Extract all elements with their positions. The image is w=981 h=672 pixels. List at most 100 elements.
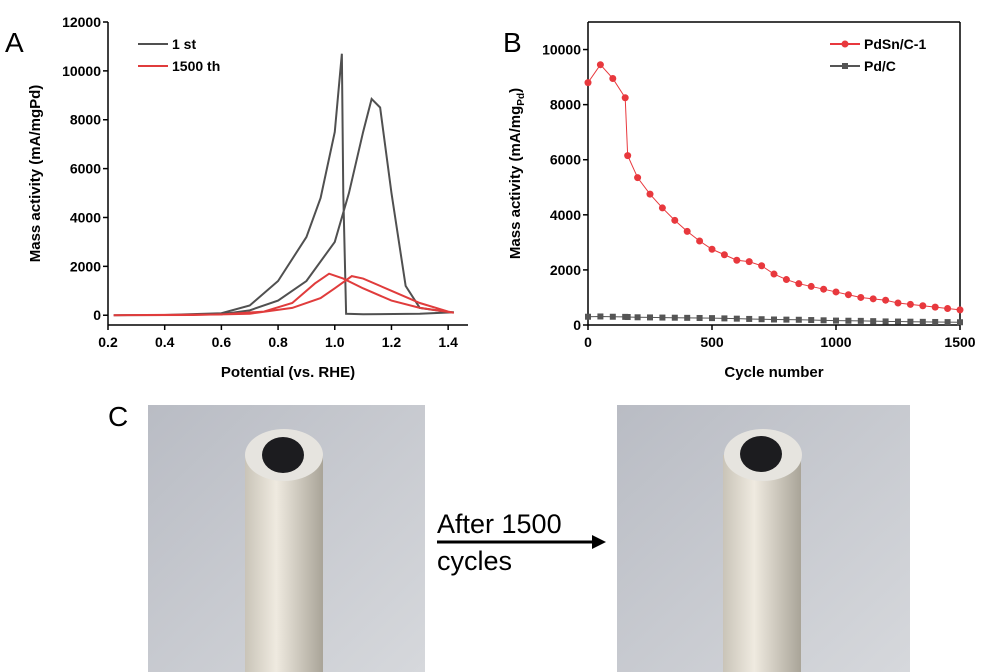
marker bbox=[634, 174, 642, 182]
marker bbox=[869, 295, 877, 303]
marker bbox=[857, 293, 865, 301]
marker bbox=[820, 285, 828, 293]
marker bbox=[597, 313, 604, 320]
y-axis-label-part: Mass activity (mA/mgPd) bbox=[27, 85, 44, 263]
y-tick-label: 6000 bbox=[70, 161, 101, 177]
marker bbox=[659, 314, 666, 321]
x-tick-label: 0.4 bbox=[155, 334, 175, 350]
y-tick-label: 2000 bbox=[70, 258, 101, 274]
marker bbox=[931, 303, 939, 311]
marker bbox=[671, 216, 679, 224]
arrow-label: After 1500 bbox=[437, 509, 562, 539]
series-line bbox=[113, 53, 454, 317]
marker bbox=[585, 313, 591, 320]
marker bbox=[956, 306, 964, 314]
marker bbox=[894, 299, 902, 307]
x-tick-label: 0.2 bbox=[98, 334, 118, 350]
marker bbox=[624, 152, 632, 160]
marker bbox=[919, 318, 926, 325]
y-axis-label: Mass activity (mA/mgPd) bbox=[27, 85, 44, 263]
marker bbox=[647, 314, 653, 321]
y-tick-label: 12000 bbox=[62, 14, 101, 30]
y-tick-label: 4000 bbox=[550, 207, 581, 223]
marker bbox=[919, 302, 927, 310]
marker bbox=[584, 79, 592, 87]
marker bbox=[907, 318, 914, 325]
y-tick-label: 10000 bbox=[62, 63, 101, 79]
marker bbox=[808, 317, 815, 324]
marker bbox=[684, 314, 691, 321]
marker bbox=[596, 61, 604, 69]
marker bbox=[683, 227, 691, 235]
marker bbox=[932, 318, 939, 325]
marker bbox=[624, 314, 631, 321]
y-tick-label: 10000 bbox=[542, 42, 581, 58]
marker bbox=[721, 315, 728, 322]
x-axis-label: Cycle number bbox=[724, 364, 823, 381]
marker bbox=[844, 291, 852, 299]
marker bbox=[770, 270, 778, 278]
y-tick-label: 0 bbox=[573, 317, 581, 333]
legend-marker bbox=[841, 40, 849, 48]
x-tick-label: 1.4 bbox=[438, 334, 458, 350]
photo-before bbox=[148, 405, 425, 672]
x-tick-label: 500 bbox=[700, 334, 724, 350]
x-tick-label: 0 bbox=[584, 334, 592, 350]
marker bbox=[906, 300, 914, 308]
marker bbox=[833, 317, 839, 324]
marker bbox=[758, 262, 766, 270]
series-line bbox=[113, 272, 455, 317]
legend-label: Pd/C bbox=[864, 58, 896, 74]
x-tick-label: 0.6 bbox=[212, 334, 232, 350]
marker bbox=[609, 74, 617, 82]
marker bbox=[845, 317, 852, 324]
y-axis-label-sub: Pd bbox=[516, 93, 527, 106]
x-tick-label: 1000 bbox=[820, 334, 851, 350]
marker bbox=[733, 315, 740, 322]
marker bbox=[696, 314, 703, 321]
x-tick-label: 1.0 bbox=[325, 334, 345, 350]
y-tick-label: 8000 bbox=[550, 97, 581, 113]
y-tick-label: 4000 bbox=[70, 209, 101, 225]
marker bbox=[671, 314, 678, 321]
marker bbox=[621, 94, 629, 102]
marker bbox=[783, 316, 790, 323]
panel-label: A bbox=[5, 27, 24, 58]
y-tick-label: 2000 bbox=[550, 262, 581, 278]
panel-label: B bbox=[503, 27, 522, 58]
marker bbox=[882, 318, 889, 325]
marker bbox=[746, 315, 753, 322]
marker bbox=[882, 296, 890, 304]
x-axis-label: Potential (vs. RHE) bbox=[221, 364, 355, 381]
marker bbox=[895, 318, 901, 325]
marker bbox=[708, 245, 716, 253]
legend-label: 1 st bbox=[172, 36, 196, 52]
marker bbox=[771, 316, 777, 323]
marker bbox=[782, 276, 790, 284]
x-tick-label: 0.8 bbox=[268, 334, 288, 350]
arrow-head bbox=[592, 535, 606, 549]
y-tick-label: 6000 bbox=[550, 152, 581, 168]
marker bbox=[832, 288, 840, 296]
panel-label: C bbox=[108, 401, 128, 432]
marker bbox=[720, 251, 728, 259]
marker bbox=[795, 280, 803, 288]
y-axis-label-part: ) bbox=[507, 88, 524, 93]
marker bbox=[634, 314, 641, 321]
y-axis-label: Mass activity (mA/mgPd) bbox=[507, 88, 527, 259]
marker bbox=[870, 318, 877, 325]
y-axis-label-part: Mass activity (mA/mg bbox=[507, 106, 524, 259]
marker bbox=[957, 319, 963, 326]
marker bbox=[807, 282, 815, 290]
x-tick-label: 1500 bbox=[944, 334, 975, 350]
marker bbox=[944, 319, 951, 326]
marker bbox=[696, 237, 704, 245]
legend-marker bbox=[842, 63, 848, 69]
marker bbox=[758, 316, 765, 323]
legend-label: PdSn/C-1 bbox=[864, 36, 926, 52]
legend-label: 1500 th bbox=[172, 58, 220, 74]
arrow-label: cycles bbox=[437, 546, 512, 576]
marker bbox=[857, 317, 864, 324]
marker bbox=[944, 304, 952, 312]
